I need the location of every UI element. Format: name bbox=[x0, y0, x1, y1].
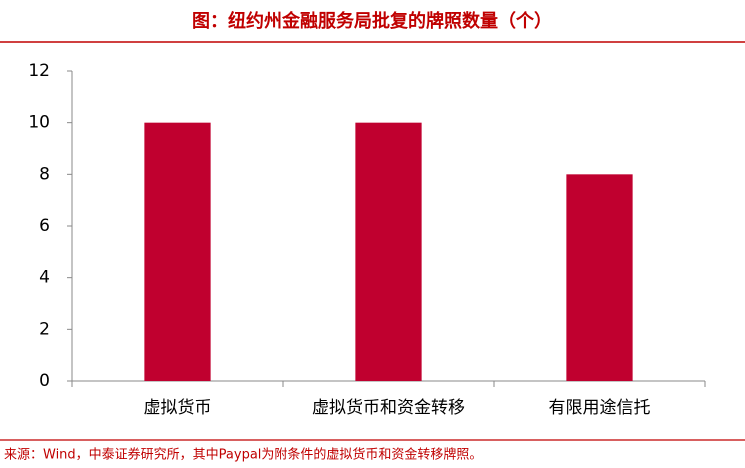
x-tick-label: 有限用途信托 bbox=[549, 398, 651, 418]
y-tick-label: 12 bbox=[28, 61, 50, 81]
bar bbox=[566, 174, 633, 381]
y-tick-label: 6 bbox=[39, 216, 50, 236]
bar bbox=[355, 122, 422, 382]
y-tick-label: 2 bbox=[39, 319, 50, 339]
y-tick-label: 8 bbox=[39, 164, 50, 184]
y-tick-label: 0 bbox=[39, 371, 50, 391]
y-tick-label: 4 bbox=[39, 268, 50, 288]
bar bbox=[144, 122, 211, 382]
source-note: 来源：Wind，中泰证券研究所，其中Paypal为附条件的虚拟货币和资金转移牌照… bbox=[4, 447, 482, 463]
x-tick-label: 虚拟货币和资金转移 bbox=[312, 398, 465, 418]
x-tick-label: 虚拟货币 bbox=[144, 398, 212, 418]
y-tick-label: 10 bbox=[28, 113, 50, 133]
chart-title: 图：纽约州金融服务局批复的牌照数量（个） bbox=[192, 10, 552, 32]
